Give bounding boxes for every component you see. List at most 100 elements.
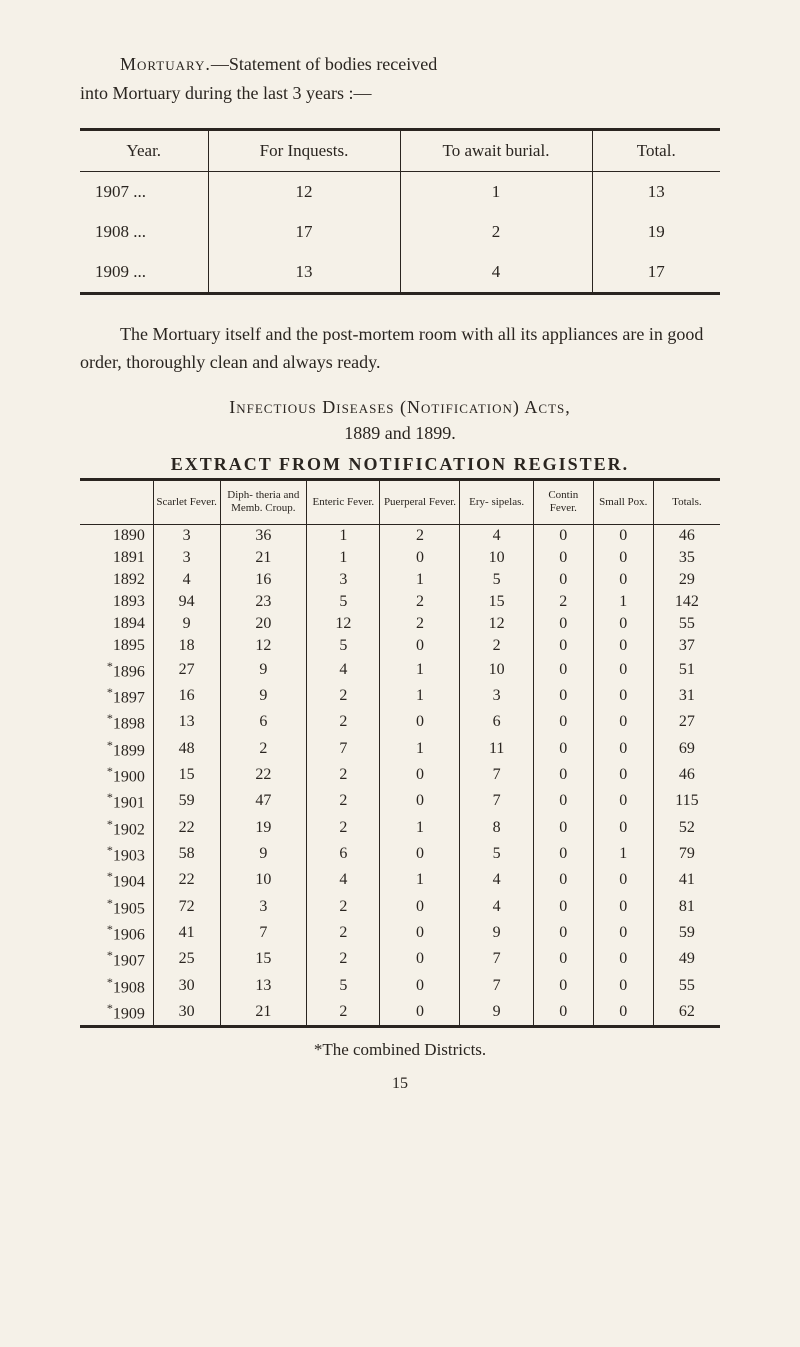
table2-header-smallpox: Small Pox. bbox=[593, 481, 653, 524]
table2-cell: 2 bbox=[220, 736, 307, 762]
table2-cell: 4 bbox=[460, 867, 533, 893]
table2-cell: 23 bbox=[220, 591, 307, 613]
table2-cell: 22 bbox=[153, 815, 220, 841]
table2-year-cell: 1893 bbox=[80, 591, 153, 613]
table2-cell: 5 bbox=[460, 841, 533, 867]
table2-cell: 1 bbox=[380, 815, 460, 841]
table2-cell: 0 bbox=[533, 788, 593, 814]
table2-cell: 12 bbox=[220, 635, 307, 657]
table2-cell: 0 bbox=[533, 867, 593, 893]
table2-cell: 0 bbox=[593, 788, 653, 814]
table2-cell: 1 bbox=[380, 683, 460, 709]
table2-row: 18939423521521142 bbox=[80, 591, 720, 613]
table2-cell: 0 bbox=[533, 657, 593, 683]
table1-cell: 13 bbox=[592, 171, 720, 212]
table2-row: 1894920122120055 bbox=[80, 613, 720, 635]
table2-year-cell: *1904 bbox=[80, 867, 153, 893]
table2-header-blank bbox=[80, 481, 153, 524]
table2-cell: 2 bbox=[380, 613, 460, 635]
table2-header-row: Scarlet Fever. Diph- theria and Memb. Cr… bbox=[80, 481, 720, 524]
table2-year-cell: *1899 bbox=[80, 736, 153, 762]
table2-year-cell: 1890 bbox=[80, 524, 153, 547]
table2-cell: 0 bbox=[533, 920, 593, 946]
table2-cell: 0 bbox=[593, 946, 653, 972]
table2-cell: 16 bbox=[220, 569, 307, 591]
table2-cell: 29 bbox=[653, 569, 720, 591]
table1-cell: 13 bbox=[208, 252, 400, 294]
table2-cell: 0 bbox=[593, 683, 653, 709]
table2-cell: 2 bbox=[380, 524, 460, 547]
table2-row: 189132110100035 bbox=[80, 547, 720, 569]
table2-cell: 41 bbox=[153, 920, 220, 946]
table2-cell: 5 bbox=[460, 569, 533, 591]
table2-cell: 94 bbox=[153, 591, 220, 613]
intro-line2: into Mortuary during the last 3 years :— bbox=[80, 83, 371, 103]
table2-cell: 69 bbox=[653, 736, 720, 762]
table2-cell: 49 bbox=[653, 946, 720, 972]
table2-header-diph: Diph- theria and Memb. Croup. bbox=[220, 481, 307, 524]
table2-row: *190930212090062 bbox=[80, 999, 720, 1025]
table2-cell: 0 bbox=[593, 894, 653, 920]
table2-cell: 0 bbox=[380, 946, 460, 972]
table2-row: *190015222070046 bbox=[80, 762, 720, 788]
table2-cell: 0 bbox=[380, 709, 460, 735]
table2-cell: 0 bbox=[533, 946, 593, 972]
table2-cell: 3 bbox=[153, 547, 220, 569]
table2-cell: 0 bbox=[533, 635, 593, 657]
table2-cell: 46 bbox=[653, 762, 720, 788]
table2-cell: 9 bbox=[220, 657, 307, 683]
table2-cell: 0 bbox=[593, 999, 653, 1025]
table2-cell: 3 bbox=[153, 524, 220, 547]
table2-cell: 9 bbox=[153, 613, 220, 635]
table1-header-row: Year. For Inquests. To await burial. Tot… bbox=[80, 129, 720, 171]
table2-cell: 0 bbox=[593, 709, 653, 735]
inquests-table: Year. For Inquests. To await burial. Tot… bbox=[80, 128, 720, 295]
table2-row: *18971692130031 bbox=[80, 683, 720, 709]
table2-header-scarlet: Scarlet Fever. bbox=[153, 481, 220, 524]
table2-cell: 0 bbox=[593, 524, 653, 547]
table2-cell: 2 bbox=[307, 683, 380, 709]
intro-mortuary-word: Mortuary. bbox=[120, 54, 211, 74]
table2-cell: 27 bbox=[653, 709, 720, 735]
table2-row: *190725152070049 bbox=[80, 946, 720, 972]
table2-row: *19057232040081 bbox=[80, 894, 720, 920]
table2-cell: 0 bbox=[533, 613, 593, 635]
table2-cell: 0 bbox=[593, 920, 653, 946]
table1-header-await: To await burial. bbox=[400, 129, 592, 171]
table2-cell: 6 bbox=[220, 709, 307, 735]
table2-cell: 27 bbox=[153, 657, 220, 683]
intro-line1-rest: —Statement of bodies received bbox=[211, 54, 437, 74]
table2-cell: 0 bbox=[593, 973, 653, 999]
table2-cell: 7 bbox=[307, 736, 380, 762]
table1-cell: 19 bbox=[592, 212, 720, 252]
table2-cell: 0 bbox=[533, 894, 593, 920]
table2-cell: 2 bbox=[307, 709, 380, 735]
table2-cell: 4 bbox=[460, 894, 533, 920]
table2-year-cell: 1892 bbox=[80, 569, 153, 591]
table2-cell: 12 bbox=[307, 613, 380, 635]
table2-cell: 9 bbox=[220, 683, 307, 709]
table2-row: *1901594720700115 bbox=[80, 788, 720, 814]
table2-cell: 15 bbox=[220, 946, 307, 972]
table2-header-enteric: Enteric Fever. bbox=[307, 481, 380, 524]
table2-cell: 5 bbox=[307, 635, 380, 657]
table2-cell: 21 bbox=[220, 999, 307, 1025]
table2-cell: 0 bbox=[380, 999, 460, 1025]
table1-row: 1909 ...13417 bbox=[80, 252, 720, 294]
table2-cell: 55 bbox=[653, 613, 720, 635]
table2-row: *190830135070055 bbox=[80, 973, 720, 999]
table2-cell: 46 bbox=[653, 524, 720, 547]
table2-cell: 41 bbox=[653, 867, 720, 893]
table2-header-erysipelas: Ery- sipelas. bbox=[460, 481, 533, 524]
table2-cell: 81 bbox=[653, 894, 720, 920]
middle-paragraph: The Mortuary itself and the post-mortem … bbox=[80, 320, 720, 378]
table1-header-inquests: For Inquests. bbox=[208, 129, 400, 171]
table2-cell: 0 bbox=[533, 736, 593, 762]
table2-row: *19035896050179 bbox=[80, 841, 720, 867]
page-number: 15 bbox=[80, 1075, 720, 1093]
table2-cell: 36 bbox=[220, 524, 307, 547]
table1-cell: 2 bbox=[400, 212, 592, 252]
table2-cell: 59 bbox=[153, 788, 220, 814]
table2-cell: 31 bbox=[653, 683, 720, 709]
extract-title: EXTRACT FROM NOTIFICATION REGISTER. bbox=[80, 454, 720, 475]
